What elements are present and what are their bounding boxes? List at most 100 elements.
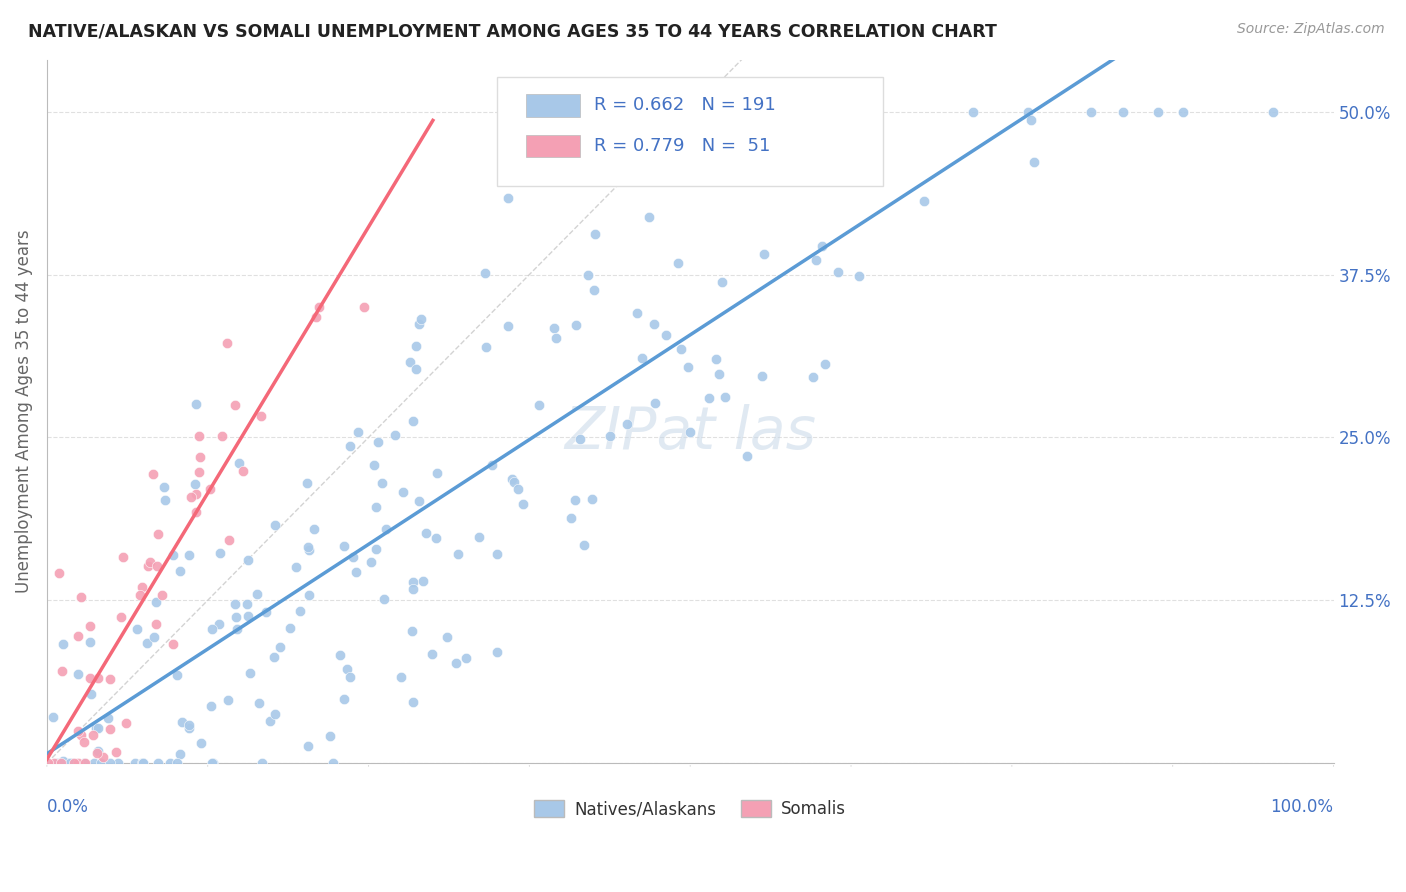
Point: [408, 317, 430, 331]
Point: [238, 665, 260, 680]
Point: [1022, 154, 1045, 169]
Point: [803, 104, 825, 119]
Point: [218, 533, 240, 548]
Point: [512, 498, 534, 512]
Point: [468, 530, 491, 544]
Point: [827, 265, 849, 279]
Point: [184, 487, 207, 501]
Point: [501, 472, 523, 486]
FancyBboxPatch shape: [526, 94, 579, 117]
Point: [408, 493, 430, 508]
Point: [572, 132, 595, 146]
Point: [264, 706, 287, 721]
Point: [46, 756, 69, 771]
Point: [131, 756, 153, 771]
Point: [332, 691, 354, 706]
Point: [752, 246, 775, 260]
Point: [344, 565, 367, 579]
Point: [42, 709, 65, 723]
Point: [89, 756, 111, 771]
Point: [308, 300, 330, 314]
Point: [527, 398, 550, 412]
Point: [110, 610, 132, 624]
Point: [84, 721, 107, 735]
Point: [83, 756, 105, 771]
Point: [184, 397, 207, 411]
Point: [412, 574, 434, 588]
Point: [201, 756, 224, 771]
Point: [697, 391, 720, 405]
Point: [543, 321, 565, 335]
Point: [172, 715, 194, 730]
Point: [339, 440, 361, 454]
Point: [180, 490, 202, 504]
Point: [200, 699, 222, 714]
Point: [136, 559, 159, 574]
Point: [1017, 104, 1039, 119]
Point: [166, 668, 188, 682]
Point: [371, 475, 394, 490]
Point: [139, 555, 162, 569]
Point: [263, 517, 285, 532]
Point: [436, 630, 458, 644]
Point: [676, 359, 699, 374]
Point: [626, 306, 648, 320]
Point: [758, 162, 780, 177]
Point: [208, 617, 231, 632]
Point: [111, 549, 134, 564]
Point: [215, 335, 238, 350]
Point: [80, 687, 103, 701]
Point: [339, 670, 361, 684]
Point: [912, 194, 935, 208]
Point: [247, 696, 270, 710]
Point: [225, 609, 247, 624]
Text: NATIVE/ALASKAN VS SOMALI UNEMPLOYMENT AMONG AGES 35 TO 44 YEARS CORRELATION CHAR: NATIVE/ALASKAN VS SOMALI UNEMPLOYMENT AM…: [28, 22, 997, 40]
Point: [298, 543, 321, 558]
Point: [58, 756, 80, 771]
Point: [375, 522, 398, 536]
Point: [188, 429, 211, 443]
Point: [52, 754, 75, 768]
Point: [405, 339, 427, 353]
Point: [583, 227, 606, 241]
Point: [51, 637, 73, 651]
Point: [655, 327, 678, 342]
Point: [236, 597, 259, 611]
Point: [79, 618, 101, 632]
Point: [73, 756, 96, 771]
Point: [97, 711, 120, 725]
Point: [59, 756, 82, 771]
Point: [124, 756, 146, 771]
Point: [259, 714, 281, 728]
Point: [1080, 104, 1102, 119]
Point: [152, 480, 174, 494]
Y-axis label: Unemployment Among Ages 35 to 44 years: Unemployment Among Ages 35 to 44 years: [15, 229, 32, 593]
Point: [474, 267, 496, 281]
Point: [644, 396, 666, 410]
Point: [135, 636, 157, 650]
Point: [706, 352, 728, 367]
Point: [184, 505, 207, 519]
Point: [576, 268, 599, 283]
Point: [637, 211, 659, 225]
Point: [152, 588, 174, 602]
Point: [67, 667, 90, 681]
Point: [263, 650, 285, 665]
Point: [564, 493, 586, 508]
Point: [295, 476, 318, 491]
Point: [208, 546, 231, 560]
Point: [714, 390, 737, 404]
Point: [131, 580, 153, 594]
Point: [304, 522, 326, 536]
Point: [177, 718, 200, 732]
Point: [211, 429, 233, 443]
Point: [643, 318, 665, 332]
Point: [232, 464, 254, 478]
Point: [1147, 104, 1170, 119]
Point: [63, 756, 86, 771]
Point: [544, 330, 567, 344]
Point: [384, 427, 406, 442]
Point: [679, 425, 702, 439]
Point: [398, 355, 420, 369]
Point: [319, 729, 342, 743]
